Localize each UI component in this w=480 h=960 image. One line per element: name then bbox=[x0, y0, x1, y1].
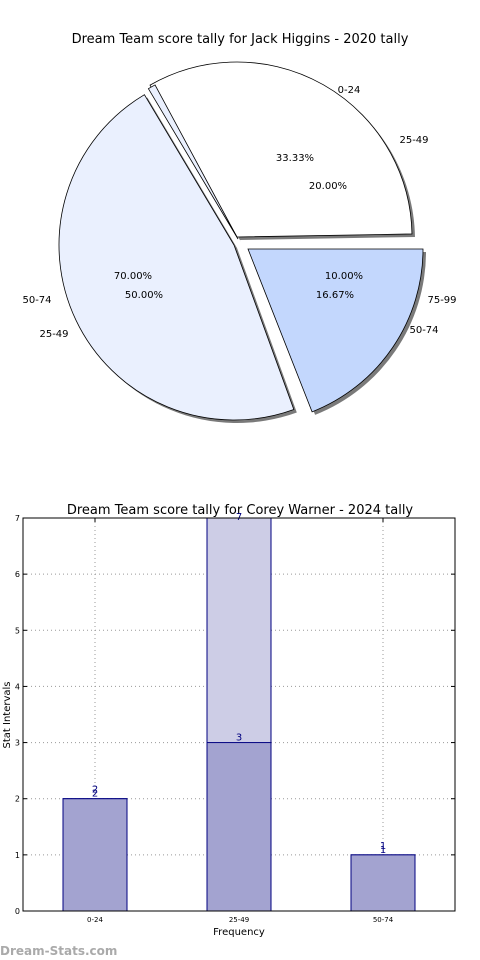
bar-data-label: 2 bbox=[92, 789, 98, 800]
plot-frame bbox=[22, 517, 456, 912]
y-tick-label: 5 bbox=[15, 626, 20, 635]
bar-title: Dream Team score tally for Corey Warner … bbox=[67, 503, 414, 518]
bar-data-label: 2 bbox=[92, 785, 98, 796]
x-tick-label: 25-49 bbox=[229, 916, 249, 924]
watermark: Dream-Stats.com bbox=[0, 944, 117, 958]
x-tick-label: 50-74 bbox=[373, 916, 394, 924]
pie-category-label: 50-74 bbox=[409, 325, 438, 336]
y-tick-label: 3 bbox=[15, 739, 20, 748]
pie-category-label: 0-24 bbox=[338, 85, 361, 96]
pie-wedge bbox=[147, 84, 239, 240]
y-tick-label: 4 bbox=[15, 682, 20, 691]
pie-percent-label: 33.33% bbox=[276, 153, 314, 164]
bar-data-label: 1 bbox=[380, 841, 386, 852]
pie-wedge bbox=[149, 61, 413, 238]
pie-category-label: 75-99 bbox=[427, 295, 456, 306]
pie-percent-label: 10.00% bbox=[325, 271, 363, 282]
x-tick-label: 0-24 bbox=[87, 916, 103, 924]
pie-percent-label: 20.00% bbox=[309, 181, 347, 192]
y-tick-label: 1 bbox=[15, 851, 20, 860]
pie-chart: Dream Team score tally for Jack Higgins … bbox=[22, 32, 457, 424]
bar-data-label: 3 bbox=[236, 733, 242, 744]
pie-percent-label: 50.00% bbox=[125, 290, 163, 301]
y-tick-label: 6 bbox=[15, 570, 20, 579]
bar bbox=[350, 854, 416, 912]
bar-data-label: 1 bbox=[380, 845, 386, 856]
pie-category-label: 50-74 bbox=[22, 295, 51, 306]
pie-category-label: 25-49 bbox=[39, 329, 68, 340]
y-axis-label: Stat Intervals bbox=[2, 681, 13, 748]
bar-chart: Dream Team score tally for Corey Warner … bbox=[2, 503, 456, 938]
pie-wedge bbox=[58, 94, 295, 421]
pie-category-label: 25-49 bbox=[399, 135, 428, 146]
x-axis-label: Frequency bbox=[213, 927, 265, 938]
bar bbox=[206, 742, 272, 912]
y-tick-label: 7 bbox=[15, 514, 20, 523]
y-tick-label: 0 bbox=[15, 907, 20, 916]
bar bbox=[62, 798, 128, 912]
y-tick-label: 2 bbox=[15, 795, 20, 804]
pie-percent-label: 70.00% bbox=[114, 271, 152, 282]
pie-percent-label: 16.67% bbox=[316, 290, 354, 301]
pie-title: Dream Team score tally for Jack Higgins … bbox=[72, 32, 409, 47]
pie-wedge bbox=[247, 248, 424, 413]
